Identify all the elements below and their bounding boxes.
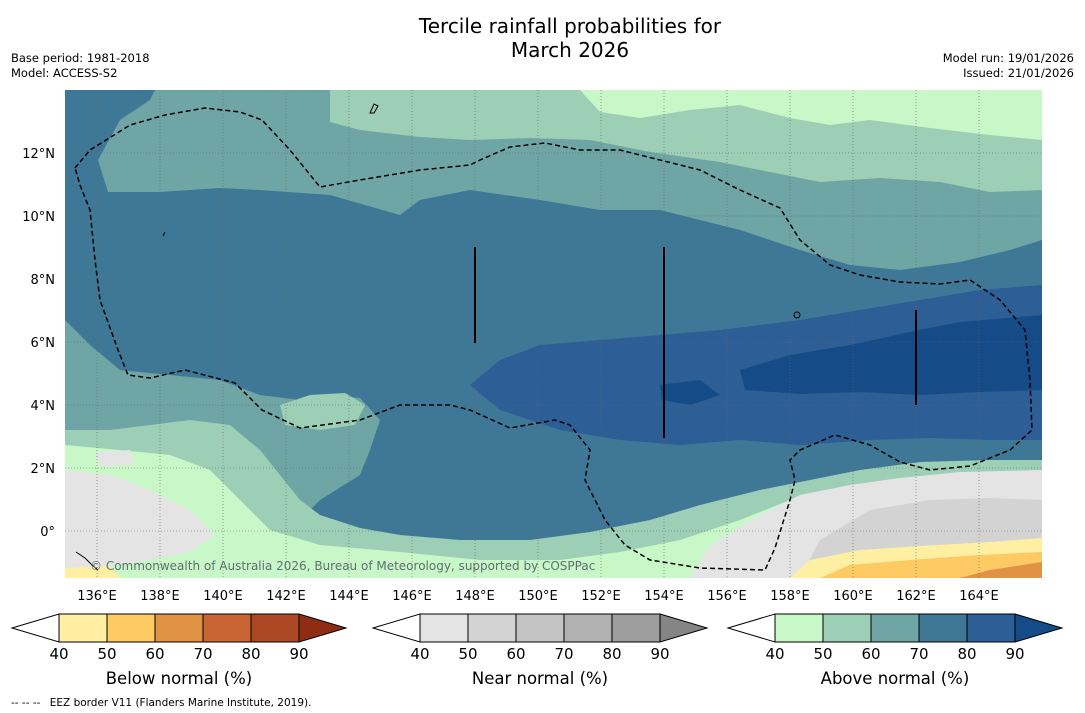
y-tick-label: 2°N bbox=[31, 462, 56, 477]
x-axis: 136°E 138°E 140°E 142°E 144°E 146°E 148°… bbox=[77, 589, 999, 604]
colorbar-above-cell bbox=[870, 613, 920, 643]
base-period: Base period: 1981-2018 bbox=[11, 51, 150, 65]
colorbar-above-cell bbox=[1014, 613, 1064, 643]
colorbar-below-cell bbox=[10, 613, 60, 643]
colorbar-tick: 80 bbox=[602, 645, 621, 663]
x-tick-label: 144°E bbox=[329, 589, 369, 604]
colorbar-tick: 50 bbox=[813, 645, 832, 663]
colorbar-above-cell bbox=[966, 613, 1016, 643]
meta-right: Model run: 19/01/2026 Issued: 21/01/2026 bbox=[943, 51, 1074, 81]
colorbar-tick: 70 bbox=[193, 645, 212, 663]
colorbar-tick: 50 bbox=[97, 645, 116, 663]
colorbar-above-cell bbox=[918, 613, 968, 643]
colorbar-below-cell bbox=[298, 613, 348, 643]
x-tick-label: 146°E bbox=[392, 589, 432, 604]
colorbar-tick: 90 bbox=[289, 645, 308, 663]
colorbar-tick: 60 bbox=[145, 645, 164, 663]
eez-line-symbol: -- -- -- bbox=[11, 697, 41, 709]
y-tick-label: 8°N bbox=[31, 273, 56, 288]
x-tick-label: 164°E bbox=[959, 589, 999, 604]
x-tick-label: 158°E bbox=[770, 589, 810, 604]
colorbar-near-cell bbox=[611, 613, 661, 643]
meta-left: Base period: 1981-2018 Model: ACCESS-S2 bbox=[11, 51, 150, 81]
footer-legend: -- -- -- EEZ border V11 (Flanders Marine… bbox=[11, 697, 311, 709]
y-axis: 0° 2°N 4°N 6°N 8°N 10°N 12°N bbox=[22, 147, 55, 540]
x-tick-label: 160°E bbox=[833, 589, 873, 604]
title-line-2: March 2026 bbox=[510, 38, 630, 62]
chart-title: Tercile rainfall probabilities for March… bbox=[0, 14, 1085, 62]
colorbar-tick: 40 bbox=[765, 645, 784, 663]
colorbar-near: 40 50 60 70 80 90 Near normal (%) bbox=[371, 613, 709, 688]
x-tick-label: 156°E bbox=[707, 589, 747, 604]
colorbar-above-cell bbox=[726, 613, 776, 643]
above-40-region-north bbox=[580, 90, 1042, 140]
issued-date: Issued: 21/01/2026 bbox=[963, 66, 1074, 80]
x-tick-label: 142°E bbox=[266, 589, 306, 604]
colorbar-below-cell bbox=[106, 613, 156, 643]
colorbar-near-cell bbox=[467, 613, 517, 643]
colorbar-near-cell bbox=[563, 613, 613, 643]
above-50-patch-west bbox=[280, 393, 365, 430]
x-tick-label: 148°E bbox=[455, 589, 495, 604]
colorbar-near-cell bbox=[659, 613, 709, 643]
above-90-region-east bbox=[740, 315, 1042, 395]
y-tick-label: 12°N bbox=[22, 147, 55, 162]
colorbar-near-cell bbox=[419, 613, 469, 643]
colorbar-below-cell bbox=[58, 613, 108, 643]
colorbar-tick: 50 bbox=[458, 645, 477, 663]
colorbar-near-cell bbox=[515, 613, 565, 643]
y-tick-label: 0° bbox=[40, 525, 55, 540]
near-50-patch-south bbox=[95, 450, 135, 466]
colorbar-above: 40 50 60 70 80 90 Above normal (%) bbox=[726, 613, 1064, 688]
x-tick-label: 162°E bbox=[896, 589, 936, 604]
y-tick-label: 10°N bbox=[22, 210, 55, 225]
colorbar-tick: 40 bbox=[49, 645, 68, 663]
below-50-region-west bbox=[65, 566, 120, 578]
colorbar-below: 40 50 60 70 80 90 Below normal (%) bbox=[10, 613, 348, 688]
colorbar-below-cell bbox=[202, 613, 252, 643]
model-name: Model: ACCESS-S2 bbox=[11, 66, 118, 80]
colorbar-below-label: Below normal (%) bbox=[106, 669, 253, 688]
x-tick-label: 154°E bbox=[644, 589, 684, 604]
x-tick-label: 150°E bbox=[518, 589, 558, 604]
colorbar-above-cell bbox=[822, 613, 872, 643]
islands bbox=[75, 103, 801, 571]
x-tick-label: 152°E bbox=[581, 589, 621, 604]
colorbar-above-label: Above normal (%) bbox=[821, 669, 970, 688]
below-70-region bbox=[960, 562, 1042, 578]
above-90-patch-central bbox=[660, 380, 720, 405]
x-tick-label: 136°E bbox=[77, 589, 117, 604]
x-tick-label: 138°E bbox=[140, 589, 180, 604]
eez-border bbox=[74, 107, 1033, 571]
y-tick-label: 6°N bbox=[31, 336, 56, 351]
colorbar-tick: 80 bbox=[957, 645, 976, 663]
colorbar-tick: 90 bbox=[1005, 645, 1024, 663]
colorbar-near-label: Near normal (%) bbox=[472, 669, 608, 688]
map-field bbox=[65, 90, 1042, 578]
model-run: Model run: 19/01/2026 bbox=[942, 51, 1074, 65]
near-50-region-south bbox=[65, 470, 215, 570]
eez-legend-text: EEZ border V11 (Flanders Marine Institut… bbox=[50, 697, 312, 709]
colorbar-tick: 40 bbox=[410, 645, 429, 663]
marker-lines bbox=[474, 247, 917, 438]
title-line-1: Tercile rainfall probabilities for bbox=[418, 14, 722, 38]
colorbar-tick: 60 bbox=[861, 645, 880, 663]
colorbar-below-cell bbox=[154, 613, 204, 643]
y-tick-label: 4°N bbox=[31, 399, 56, 414]
colorbar-near-cell bbox=[371, 613, 421, 643]
colorbar-tick: 90 bbox=[650, 645, 669, 663]
colorbar-tick: 70 bbox=[554, 645, 573, 663]
x-tick-label: 140°E bbox=[203, 589, 243, 604]
copyright-text: © Commonwealth of Australia 2026, Bureau… bbox=[90, 559, 595, 573]
colorbar-tick: 70 bbox=[909, 645, 928, 663]
colorbar-tick: 60 bbox=[506, 645, 525, 663]
colorbar-below-cell bbox=[250, 613, 300, 643]
colorbar-tick: 80 bbox=[241, 645, 260, 663]
colorbar-above-cell bbox=[774, 613, 824, 643]
